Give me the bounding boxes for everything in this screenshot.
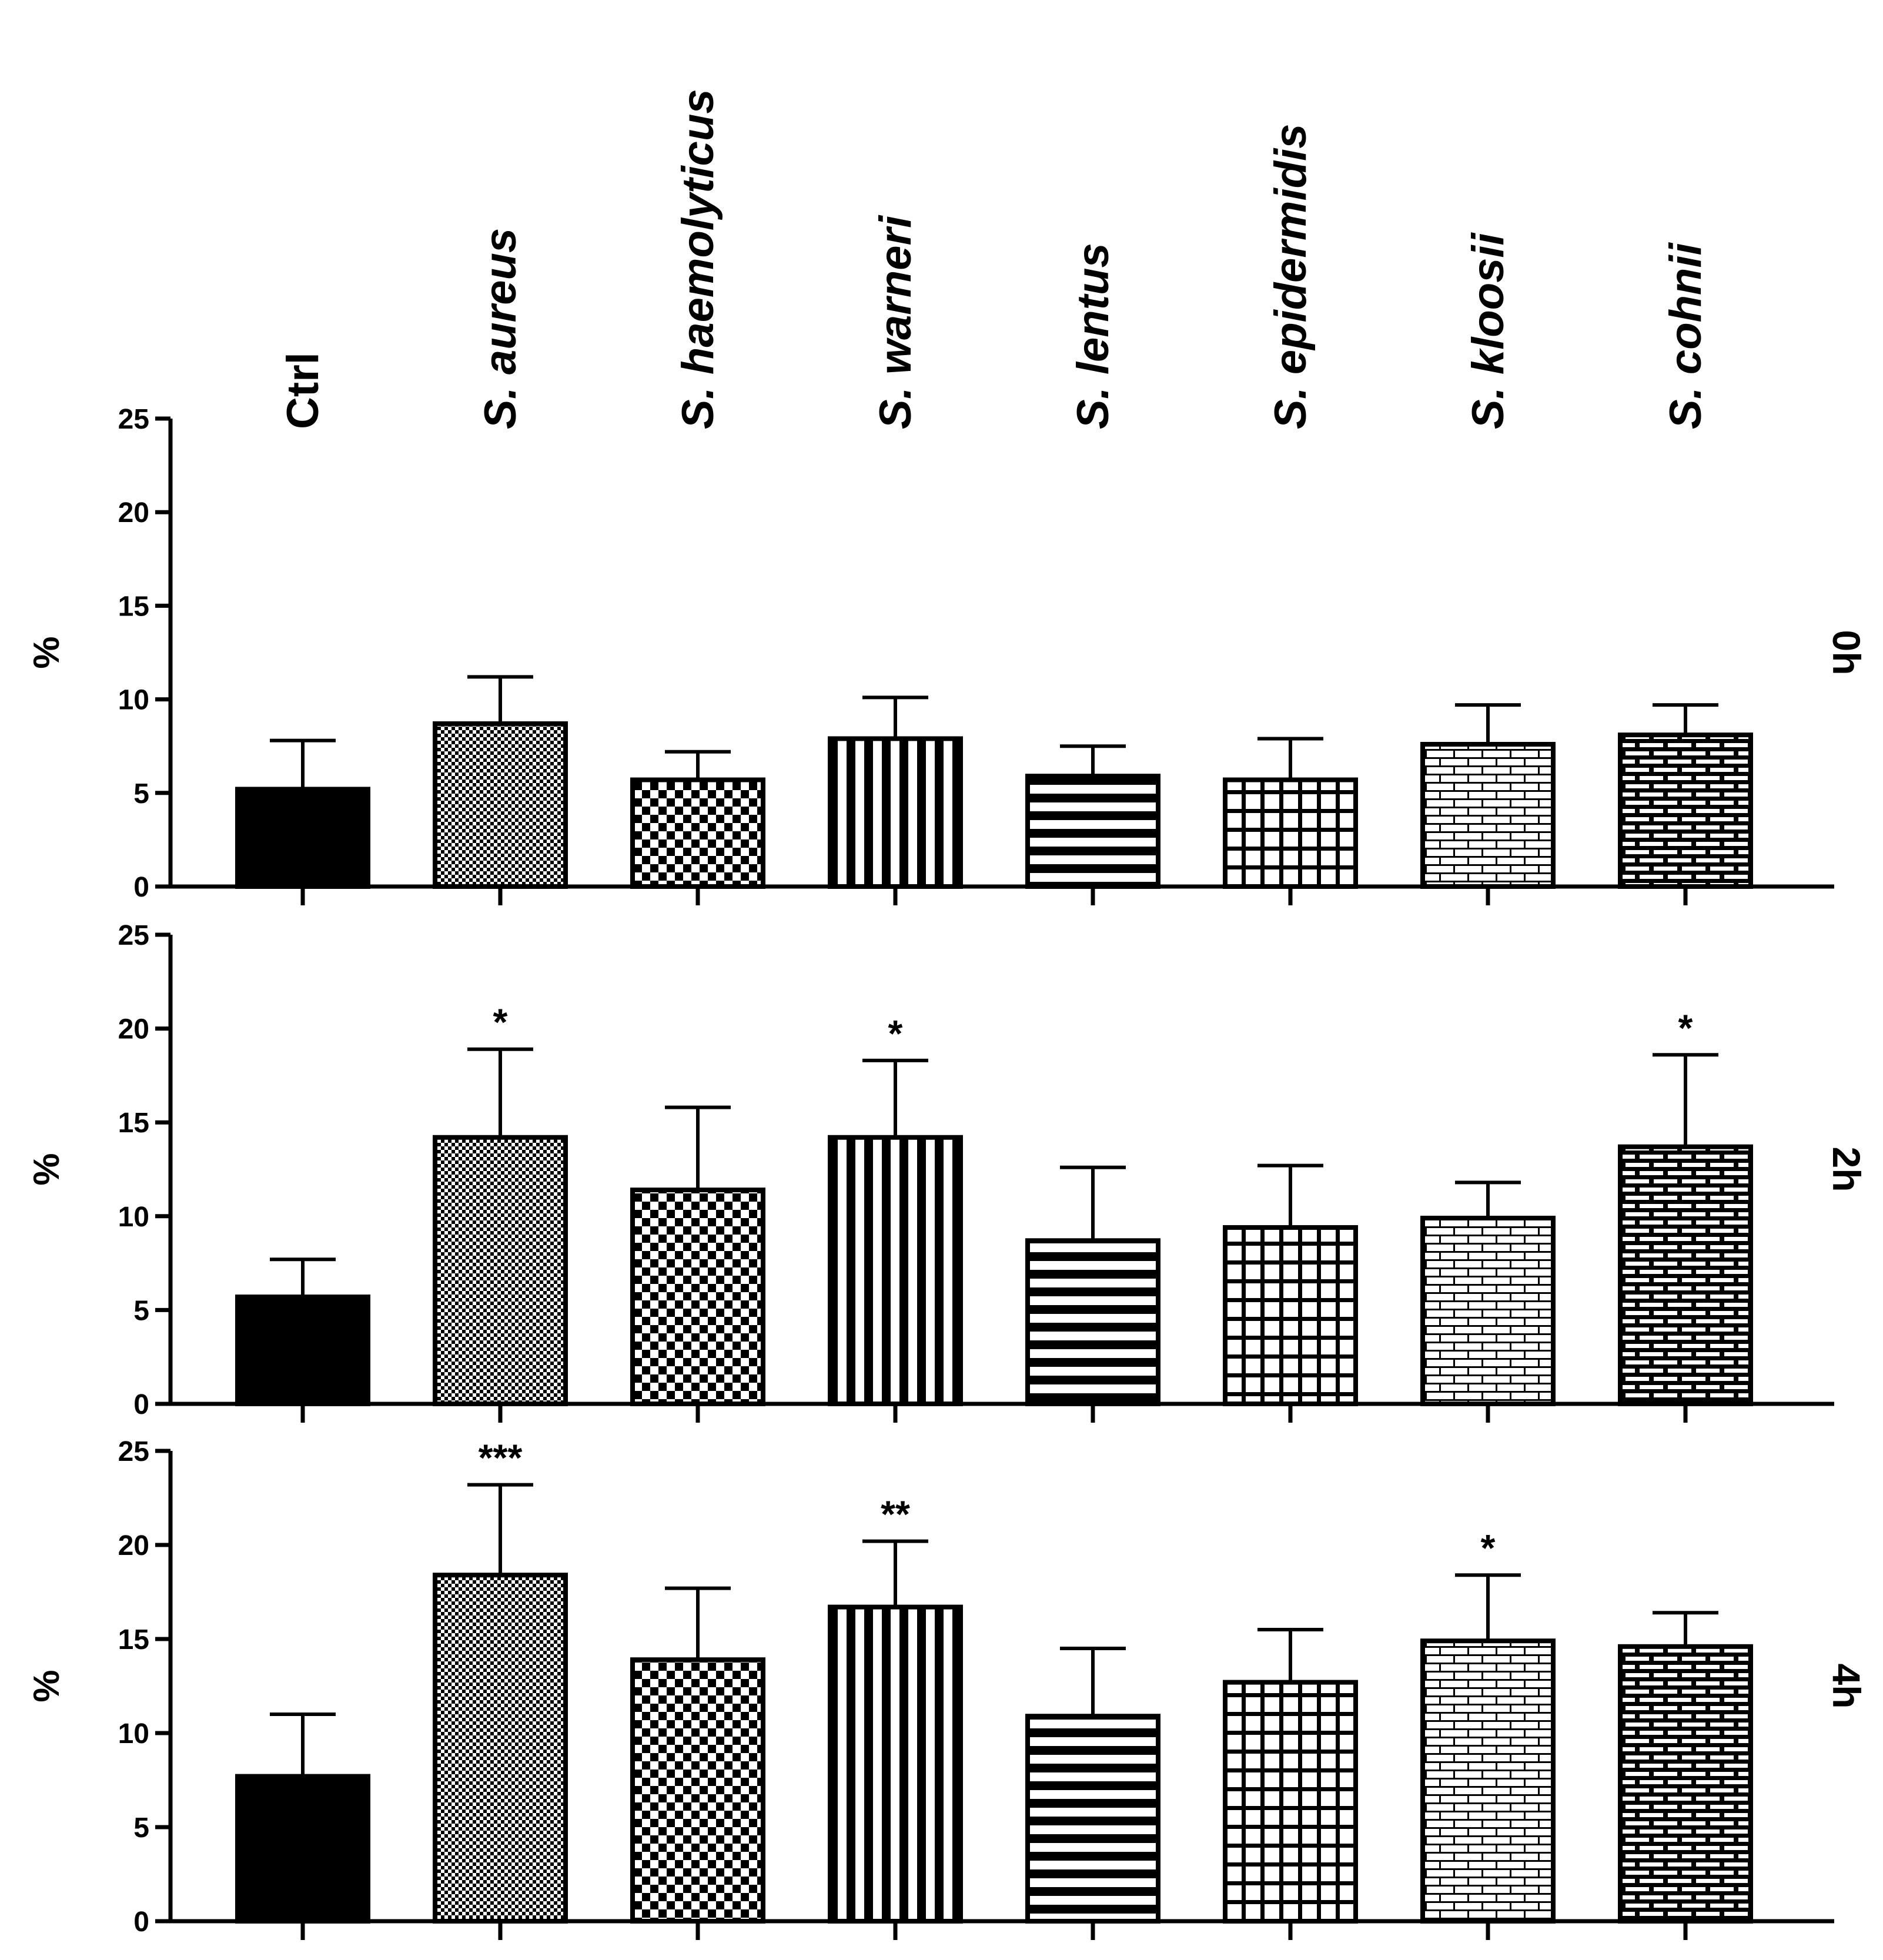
y-tick-label: 15 xyxy=(118,591,149,622)
bar-s-cohnii xyxy=(1618,733,1753,889)
y-tick-label: 0 xyxy=(133,872,149,903)
panel-label: 4h xyxy=(1825,1663,1868,1708)
category-labels: Ctrl S. aureus S. haemolyticus S. warneri S.… xyxy=(278,89,1711,429)
bar-s-lentus xyxy=(1025,774,1160,889)
bar-s-lentus xyxy=(1025,1238,1160,1406)
y-tick-label: 25 xyxy=(118,404,149,435)
y-tick-label: 5 xyxy=(133,778,149,810)
panel-0h: 0 5 10 15 20 25% 0h xyxy=(26,404,1868,905)
category-label-s-haemolyticus: S. haemolyticus xyxy=(673,89,723,429)
bar-s-warneri xyxy=(828,1604,963,1924)
panel-2h: 0 5 10 15 20 25% 2h * * * xyxy=(26,920,1868,1423)
significance-s-warneri: * xyxy=(888,1012,903,1055)
category-label-s-warneri: S. warneri xyxy=(871,215,921,429)
y-tick-label: 5 xyxy=(133,1295,149,1326)
significance-s-aureus: *** xyxy=(479,1437,523,1479)
y-axis-label: % xyxy=(26,1670,67,1702)
bar-s-warneri xyxy=(828,1135,963,1406)
bar-s-cohnii xyxy=(1618,1644,1753,1924)
category-label-ctrl: Ctrl xyxy=(278,352,328,429)
bar-s-kloosii xyxy=(1420,742,1556,889)
category-label-s-aureus: S. aureus xyxy=(476,228,526,429)
y-tick-label: 20 xyxy=(118,1014,149,1045)
panel-label: 0h xyxy=(1825,630,1868,675)
bar-s-cohnii xyxy=(1618,1144,1753,1407)
y-tick-label: 10 xyxy=(118,1202,149,1233)
y-tick-label: 10 xyxy=(118,685,149,716)
significance-s-warneri: ** xyxy=(881,1493,910,1536)
bar-s-haemolyticus xyxy=(630,777,765,889)
bar-s-kloosii xyxy=(1420,1638,1556,1924)
significance-s-cohnii: * xyxy=(1678,1006,1693,1049)
bar-s-epidermidis xyxy=(1223,1225,1358,1406)
bar-s-epidermidis xyxy=(1223,1680,1358,1924)
bar-s-aureus xyxy=(433,1573,568,1924)
category-label-s-epidermidis: S. epidermidis xyxy=(1266,124,1316,430)
y-tick-label: 10 xyxy=(118,1718,149,1750)
bar-s-haemolyticus xyxy=(630,1188,765,1407)
bar-ctrl xyxy=(235,1295,370,1406)
category-label-s-lentus: S. lentus xyxy=(1068,243,1118,429)
y-tick-label: 0 xyxy=(133,1907,149,1938)
bar-s-warneri xyxy=(828,736,963,889)
bar-s-lentus xyxy=(1025,1714,1160,1924)
panel-label: 2h xyxy=(1825,1146,1868,1192)
significance-s-aureus: * xyxy=(493,1001,508,1043)
y-axis-label: % xyxy=(26,636,67,668)
y-axis-label: % xyxy=(26,1153,67,1185)
bar-ctrl xyxy=(235,787,370,889)
y-tick-label: 0 xyxy=(133,1389,149,1420)
bar-s-haemolyticus xyxy=(630,1657,765,1924)
bar-s-epidermidis xyxy=(1223,777,1358,889)
category-label-s-cohnii: S. cohnii xyxy=(1661,242,1711,429)
y-tick-label: 5 xyxy=(133,1812,149,1844)
significance-s-kloosii: * xyxy=(1481,1527,1496,1569)
category-label-s-kloosii: S. kloosii xyxy=(1463,232,1513,429)
y-tick-label: 25 xyxy=(118,1436,149,1467)
y-tick-label: 20 xyxy=(118,497,149,529)
y-tick-label: 25 xyxy=(118,920,149,951)
bar-s-aureus xyxy=(433,721,568,889)
y-tick-label: 15 xyxy=(118,1108,149,1139)
bar-ctrl xyxy=(235,1774,370,1924)
y-tick-label: 15 xyxy=(118,1624,149,1655)
bar-s-kloosii xyxy=(1420,1215,1556,1406)
y-tick-label: 20 xyxy=(118,1530,149,1561)
bar-s-aureus xyxy=(433,1135,568,1406)
